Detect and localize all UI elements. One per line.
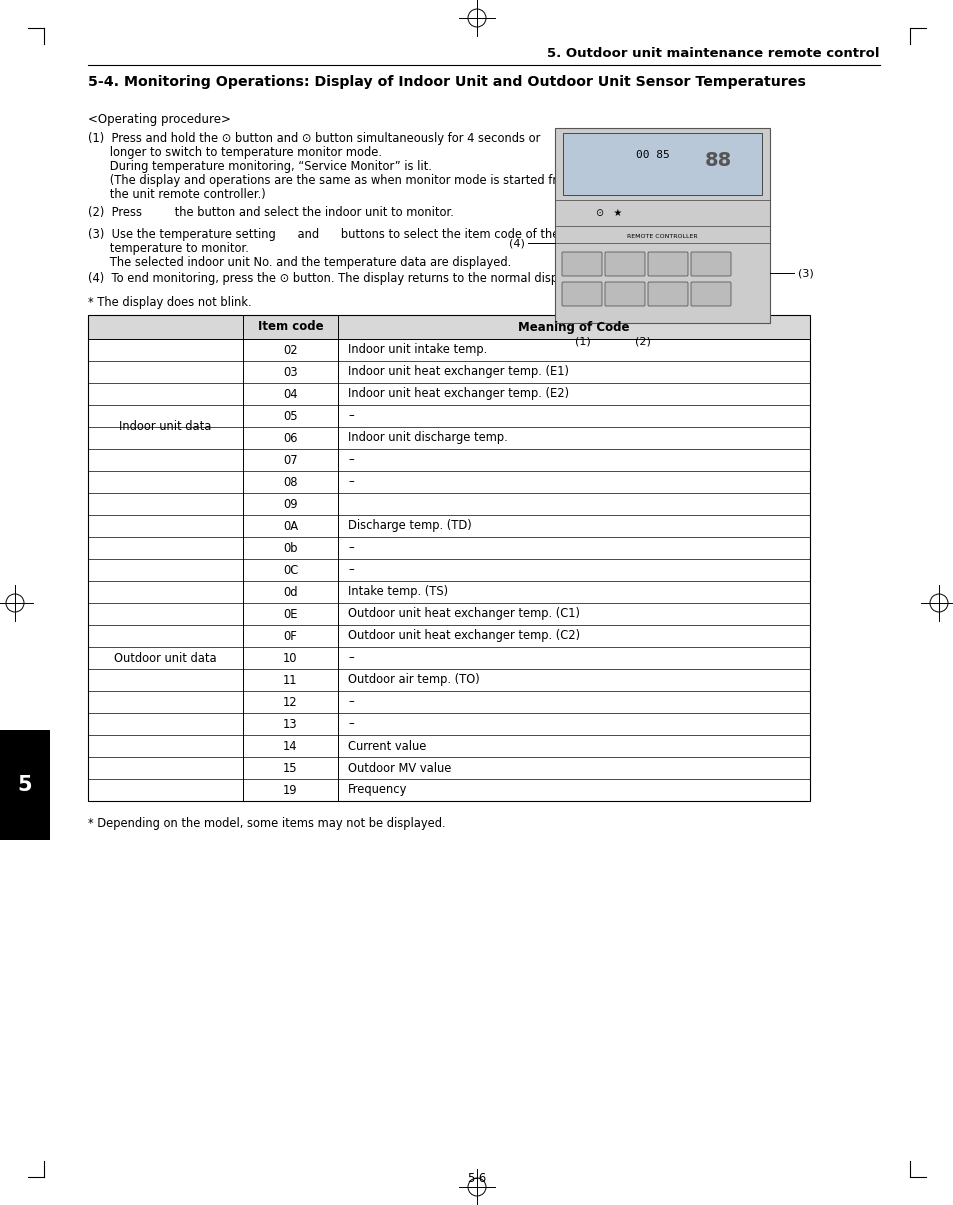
Text: (4): (4) xyxy=(509,239,524,248)
Text: (4)  To end monitoring, press the ⊙ button. The display returns to the normal di: (4) To end monitoring, press the ⊙ butto… xyxy=(88,272,577,286)
Text: 08: 08 xyxy=(283,476,297,488)
FancyBboxPatch shape xyxy=(690,282,730,306)
Text: –: – xyxy=(348,695,354,709)
Text: 0E: 0E xyxy=(283,607,297,621)
Text: Indoor unit heat exchanger temp. (E2): Indoor unit heat exchanger temp. (E2) xyxy=(348,388,569,400)
Text: 03: 03 xyxy=(283,365,297,378)
Text: –: – xyxy=(348,652,354,664)
Text: * Depending on the model, some items may not be displayed.: * Depending on the model, some items may… xyxy=(88,817,445,830)
Text: 0b: 0b xyxy=(283,541,297,554)
Text: 13: 13 xyxy=(283,717,297,730)
Bar xyxy=(555,128,769,323)
Bar xyxy=(88,315,809,339)
Text: 04: 04 xyxy=(283,388,297,400)
Text: The selected indoor unit No. and the temperature data are displayed.: The selected indoor unit No. and the tem… xyxy=(88,255,511,269)
Text: –: – xyxy=(348,453,354,466)
Text: 10: 10 xyxy=(283,652,297,664)
Text: Discharge temp. (TD): Discharge temp. (TD) xyxy=(348,519,471,533)
Text: 02: 02 xyxy=(283,343,297,357)
Text: (1): (1) xyxy=(575,337,590,347)
Text: (1)  Press and hold the ⊙ button and ⊙ button simultaneously for 4 seconds or: (1) Press and hold the ⊙ button and ⊙ bu… xyxy=(88,133,539,145)
Text: longer to switch to temperature monitor mode.: longer to switch to temperature monitor … xyxy=(88,146,381,159)
Text: 00 85: 00 85 xyxy=(635,149,669,160)
Text: Indoor unit data: Indoor unit data xyxy=(119,421,212,434)
Text: Current value: Current value xyxy=(348,740,426,752)
Text: (3): (3) xyxy=(797,268,813,278)
Text: Indoor unit heat exchanger temp. (E1): Indoor unit heat exchanger temp. (E1) xyxy=(348,365,568,378)
Text: (2)  Press         the button and select the indoor unit to monitor.: (2) Press the button and select the indo… xyxy=(88,206,454,219)
Text: Outdoor MV value: Outdoor MV value xyxy=(348,762,451,775)
Text: REMOTE CONTROLLER: REMOTE CONTROLLER xyxy=(626,234,697,239)
FancyBboxPatch shape xyxy=(561,252,601,276)
Text: 5-6: 5-6 xyxy=(467,1171,486,1185)
Text: 88: 88 xyxy=(704,152,731,170)
FancyBboxPatch shape xyxy=(604,282,644,306)
Text: 0d: 0d xyxy=(283,586,297,599)
Text: Meaning of Code: Meaning of Code xyxy=(517,321,629,334)
FancyBboxPatch shape xyxy=(561,282,601,306)
Text: 0A: 0A xyxy=(283,519,297,533)
Text: Frequency: Frequency xyxy=(348,783,407,797)
Text: 09: 09 xyxy=(283,498,297,511)
Text: temperature to monitor.: temperature to monitor. xyxy=(88,242,249,255)
Text: –: – xyxy=(348,541,354,554)
Text: –: – xyxy=(348,564,354,576)
FancyBboxPatch shape xyxy=(690,252,730,276)
Text: ⊙   ★: ⊙ ★ xyxy=(595,208,621,218)
Text: Outdoor unit heat exchanger temp. (C1): Outdoor unit heat exchanger temp. (C1) xyxy=(348,607,579,621)
Text: the unit remote controller.): the unit remote controller.) xyxy=(88,188,266,201)
Text: 5-4. Monitoring Operations: Display of Indoor Unit and Outdoor Unit Sensor Tempe: 5-4. Monitoring Operations: Display of I… xyxy=(88,75,805,89)
Text: Indoor unit discharge temp.: Indoor unit discharge temp. xyxy=(348,431,507,445)
Text: Outdoor unit heat exchanger temp. (C2): Outdoor unit heat exchanger temp. (C2) xyxy=(348,629,579,642)
Text: 5. Outdoor unit maintenance remote control: 5. Outdoor unit maintenance remote contr… xyxy=(547,47,879,60)
Text: 19: 19 xyxy=(283,783,297,797)
Text: 05: 05 xyxy=(283,410,297,423)
Text: (3)  Use the temperature setting      and      buttons to select the item code o: (3) Use the temperature setting and butt… xyxy=(88,228,558,241)
Text: Intake temp. (TS): Intake temp. (TS) xyxy=(348,586,448,599)
Text: –: – xyxy=(348,410,354,423)
Text: (The display and operations are the same as when monitor mode is started from: (The display and operations are the same… xyxy=(88,174,575,187)
Text: –: – xyxy=(348,476,354,488)
Text: Indoor unit intake temp.: Indoor unit intake temp. xyxy=(348,343,487,357)
Bar xyxy=(562,133,761,195)
Text: 0C: 0C xyxy=(283,564,297,576)
Text: –: – xyxy=(348,717,354,730)
Text: 06: 06 xyxy=(283,431,297,445)
Text: 11: 11 xyxy=(283,674,297,687)
Text: 07: 07 xyxy=(283,453,297,466)
Text: 15: 15 xyxy=(283,762,297,775)
Text: (2): (2) xyxy=(635,337,650,347)
FancyBboxPatch shape xyxy=(604,252,644,276)
Text: <Operating procedure>: <Operating procedure> xyxy=(88,113,231,127)
Text: Item code: Item code xyxy=(257,321,323,334)
Text: Outdoor air temp. (TO): Outdoor air temp. (TO) xyxy=(348,674,479,687)
Bar xyxy=(0,730,50,840)
FancyBboxPatch shape xyxy=(647,282,687,306)
Text: 14: 14 xyxy=(283,740,297,752)
Text: 0F: 0F xyxy=(283,629,297,642)
FancyBboxPatch shape xyxy=(647,252,687,276)
Text: During temperature monitoring, “Service Monitor” is lit.: During temperature monitoring, “Service … xyxy=(88,160,432,174)
Text: Outdoor unit data: Outdoor unit data xyxy=(114,652,216,664)
Text: 12: 12 xyxy=(283,695,297,709)
Bar xyxy=(88,315,809,801)
Text: * The display does not blink.: * The display does not blink. xyxy=(88,296,252,308)
Text: 5: 5 xyxy=(18,775,32,795)
